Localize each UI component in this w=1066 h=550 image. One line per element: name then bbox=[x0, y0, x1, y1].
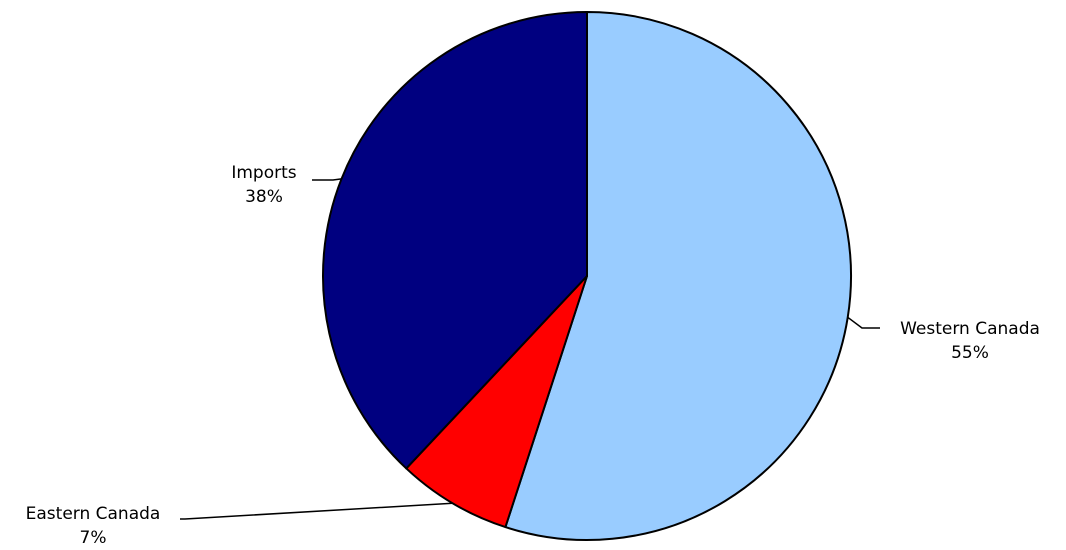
leader-line-eastern-canada bbox=[180, 502, 453, 520]
slice-label-percent-imports: 38% bbox=[245, 187, 283, 207]
slice-label-name-western-canada: Western Canada bbox=[900, 319, 1040, 339]
slice-label-name-imports: Imports bbox=[231, 163, 296, 183]
leader-line-imports bbox=[312, 178, 342, 181]
slice-label-name-eastern-canada: Eastern Canada bbox=[26, 504, 161, 524]
pie-slice-imports bbox=[322, 11, 588, 470]
pie-slice-western-canada bbox=[504, 11, 852, 541]
pie-slices bbox=[322, 11, 852, 541]
leader-lines bbox=[180, 178, 880, 520]
pie-slice-eastern-canada bbox=[405, 275, 588, 529]
leader-line-western-canada bbox=[847, 316, 880, 329]
slice-labels: Western Canada 55% Eastern Canada 7% Imports… bbox=[26, 163, 1040, 548]
slice-label-percent-eastern-canada: 7% bbox=[80, 528, 107, 548]
slice-label-percent-western-canada: 55% bbox=[951, 343, 989, 363]
